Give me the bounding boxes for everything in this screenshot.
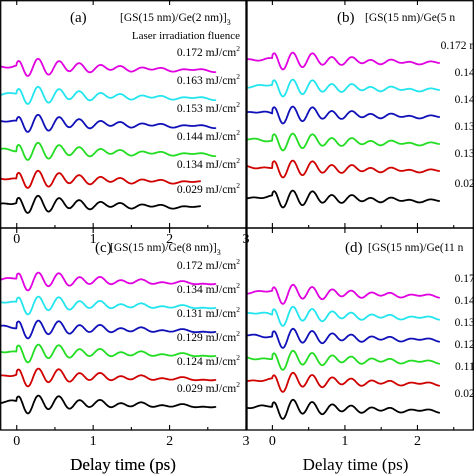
traces bbox=[247, 283, 441, 420]
sample-label: [GS(15 nm)/Ge(11 n bbox=[368, 242, 464, 254]
fluence-label-3: 0.144 mJ/cm2 bbox=[177, 128, 240, 143]
x-tick-label: 2 bbox=[166, 434, 173, 449]
x-axis-label: Delay time (ps) bbox=[70, 455, 176, 474]
trace-series-3 bbox=[0, 141, 217, 161]
panel-letter: (b) bbox=[337, 10, 355, 26]
panel-letter: (c) bbox=[95, 240, 112, 256]
trace-series-4 bbox=[0, 367, 217, 388]
trace-series-0 bbox=[0, 271, 217, 292]
fluence-label-3: 0.124 mJ/ bbox=[455, 339, 474, 351]
panel-d: 0.172 mJ/0.144 mJ/0.134 mJ/0.124 mJ/0.11… bbox=[246, 227, 474, 474]
annotation: Laser irradiation fluence bbox=[132, 30, 240, 42]
panel-c: 0.172 mJ/cm2 0.134 mJ/cm2 0.131 mJ/cm2 0.12… bbox=[0, 227, 250, 474]
x-tick-label: 0 bbox=[269, 434, 276, 449]
fluence-label-3: 0.137 mJ/ bbox=[455, 121, 474, 133]
panel-a: 0.172 mJ/cm2 0.163 mJ/cm2 0.153 mJ/cm2 0.14… bbox=[0, 0, 250, 474]
fluence-label-2: 0.140 mJ/ bbox=[455, 94, 474, 106]
trace-series-2 bbox=[0, 319, 217, 340]
trace-series-2 bbox=[247, 327, 441, 349]
trace-series-3 bbox=[247, 349, 441, 371]
axes-frame bbox=[246, 227, 474, 431]
fluence-label-5: 0.029 mJ/cm2 bbox=[177, 181, 240, 196]
fluence-label-5: 0.029 mJ/ bbox=[455, 178, 474, 190]
fluence-label-2: 0.134 mJ/ bbox=[455, 317, 474, 329]
x-tick-label: 0 bbox=[13, 434, 20, 449]
fluence-label-5: 0.029 mJ/cm2 bbox=[177, 380, 240, 395]
fluence-label-0: 0.172 mJ/ bbox=[455, 273, 474, 285]
trace-series-2 bbox=[0, 113, 217, 133]
trace-series-2 bbox=[247, 105, 441, 125]
fluence-label-4: 0.134 mJ/cm2 bbox=[177, 156, 240, 171]
x-tick-label: 0 bbox=[13, 232, 20, 247]
x-tick-label: 3 bbox=[243, 434, 250, 449]
fluence-label-2: 0.153 mJ/cm2 bbox=[177, 100, 240, 115]
fluence-label-4: 0.124 mJ/cm2 bbox=[177, 353, 240, 368]
x-tick-label: 2 bbox=[414, 434, 421, 449]
axes-frame bbox=[246, 0, 474, 229]
fluence-label-0: 0.172 mJ/cm bbox=[441, 40, 474, 52]
fluence-label-5: 0.029 mJ/ bbox=[455, 388, 474, 400]
fluence-label-2: 0.131 mJ/cm2 bbox=[177, 305, 240, 320]
fluence-label-4: 0.115 mJ/ bbox=[455, 361, 474, 373]
panel-letter: (d) bbox=[345, 240, 363, 256]
trace-series-5 bbox=[247, 398, 441, 420]
traces bbox=[247, 51, 441, 209]
panel-letter: (a) bbox=[70, 10, 87, 26]
fluence-label-3: 0.129 mJ/cm2 bbox=[177, 329, 240, 344]
traces bbox=[0, 271, 217, 415]
panel-b: 0.172 mJ/cm 0.144 mJ/0.140 mJ/0.137 mJ/0.… bbox=[246, 0, 474, 229]
trace-series-4 bbox=[0, 169, 201, 189]
x-tick-label: 1 bbox=[90, 232, 97, 247]
x-tick-label: 2 bbox=[166, 232, 173, 247]
trace-series-0 bbox=[0, 57, 217, 77]
fluence-label-1: 0.134 mJ/cm2 bbox=[177, 281, 240, 296]
trace-series-5 bbox=[247, 189, 441, 209]
trace-series-3 bbox=[247, 132, 441, 152]
trace-series-4 bbox=[247, 159, 441, 179]
trace-series-5 bbox=[0, 394, 217, 415]
trace-series-1 bbox=[247, 78, 441, 98]
sample-label: [GS(15 nm)/Ge(8 nm)]3 bbox=[110, 242, 221, 257]
sample-label: [GS(15 nm)/Ge(5 n bbox=[365, 12, 455, 24]
x-axis-label: Delay time (ps) bbox=[303, 455, 409, 474]
trace-series-3 bbox=[0, 343, 217, 364]
fluence-label-1: 0.144 mJ/ bbox=[455, 295, 474, 307]
fluence-label-4: 0.134 mJ/ bbox=[455, 148, 474, 160]
trace-series-4 bbox=[247, 371, 441, 393]
trace-series-1 bbox=[0, 295, 217, 316]
fluence-label-0: 0.172 mJ/cm2 bbox=[177, 257, 240, 272]
traces bbox=[0, 57, 217, 214]
sample-label: [GS(15 nm)/Ge(2 nm)]3 bbox=[120, 12, 231, 27]
trace-series-1 bbox=[247, 305, 441, 327]
x-tick-label: 1 bbox=[341, 434, 348, 449]
fluence-label-1: 0.144 mJ/ bbox=[455, 67, 474, 79]
fluence-label-0: 0.172 mJ/cm2 bbox=[177, 44, 240, 59]
trace-series-5 bbox=[0, 194, 201, 214]
fluence-label-1: 0.163 mJ/cm2 bbox=[177, 72, 240, 87]
axes-frame bbox=[0, 227, 247, 431]
trace-series-0 bbox=[247, 51, 441, 71]
x-tick-label: 1 bbox=[90, 434, 97, 449]
trace-series-1 bbox=[0, 85, 217, 105]
trace-series-0 bbox=[247, 283, 441, 305]
x-axis-label: Delay time (ps) bbox=[70, 455, 176, 474]
